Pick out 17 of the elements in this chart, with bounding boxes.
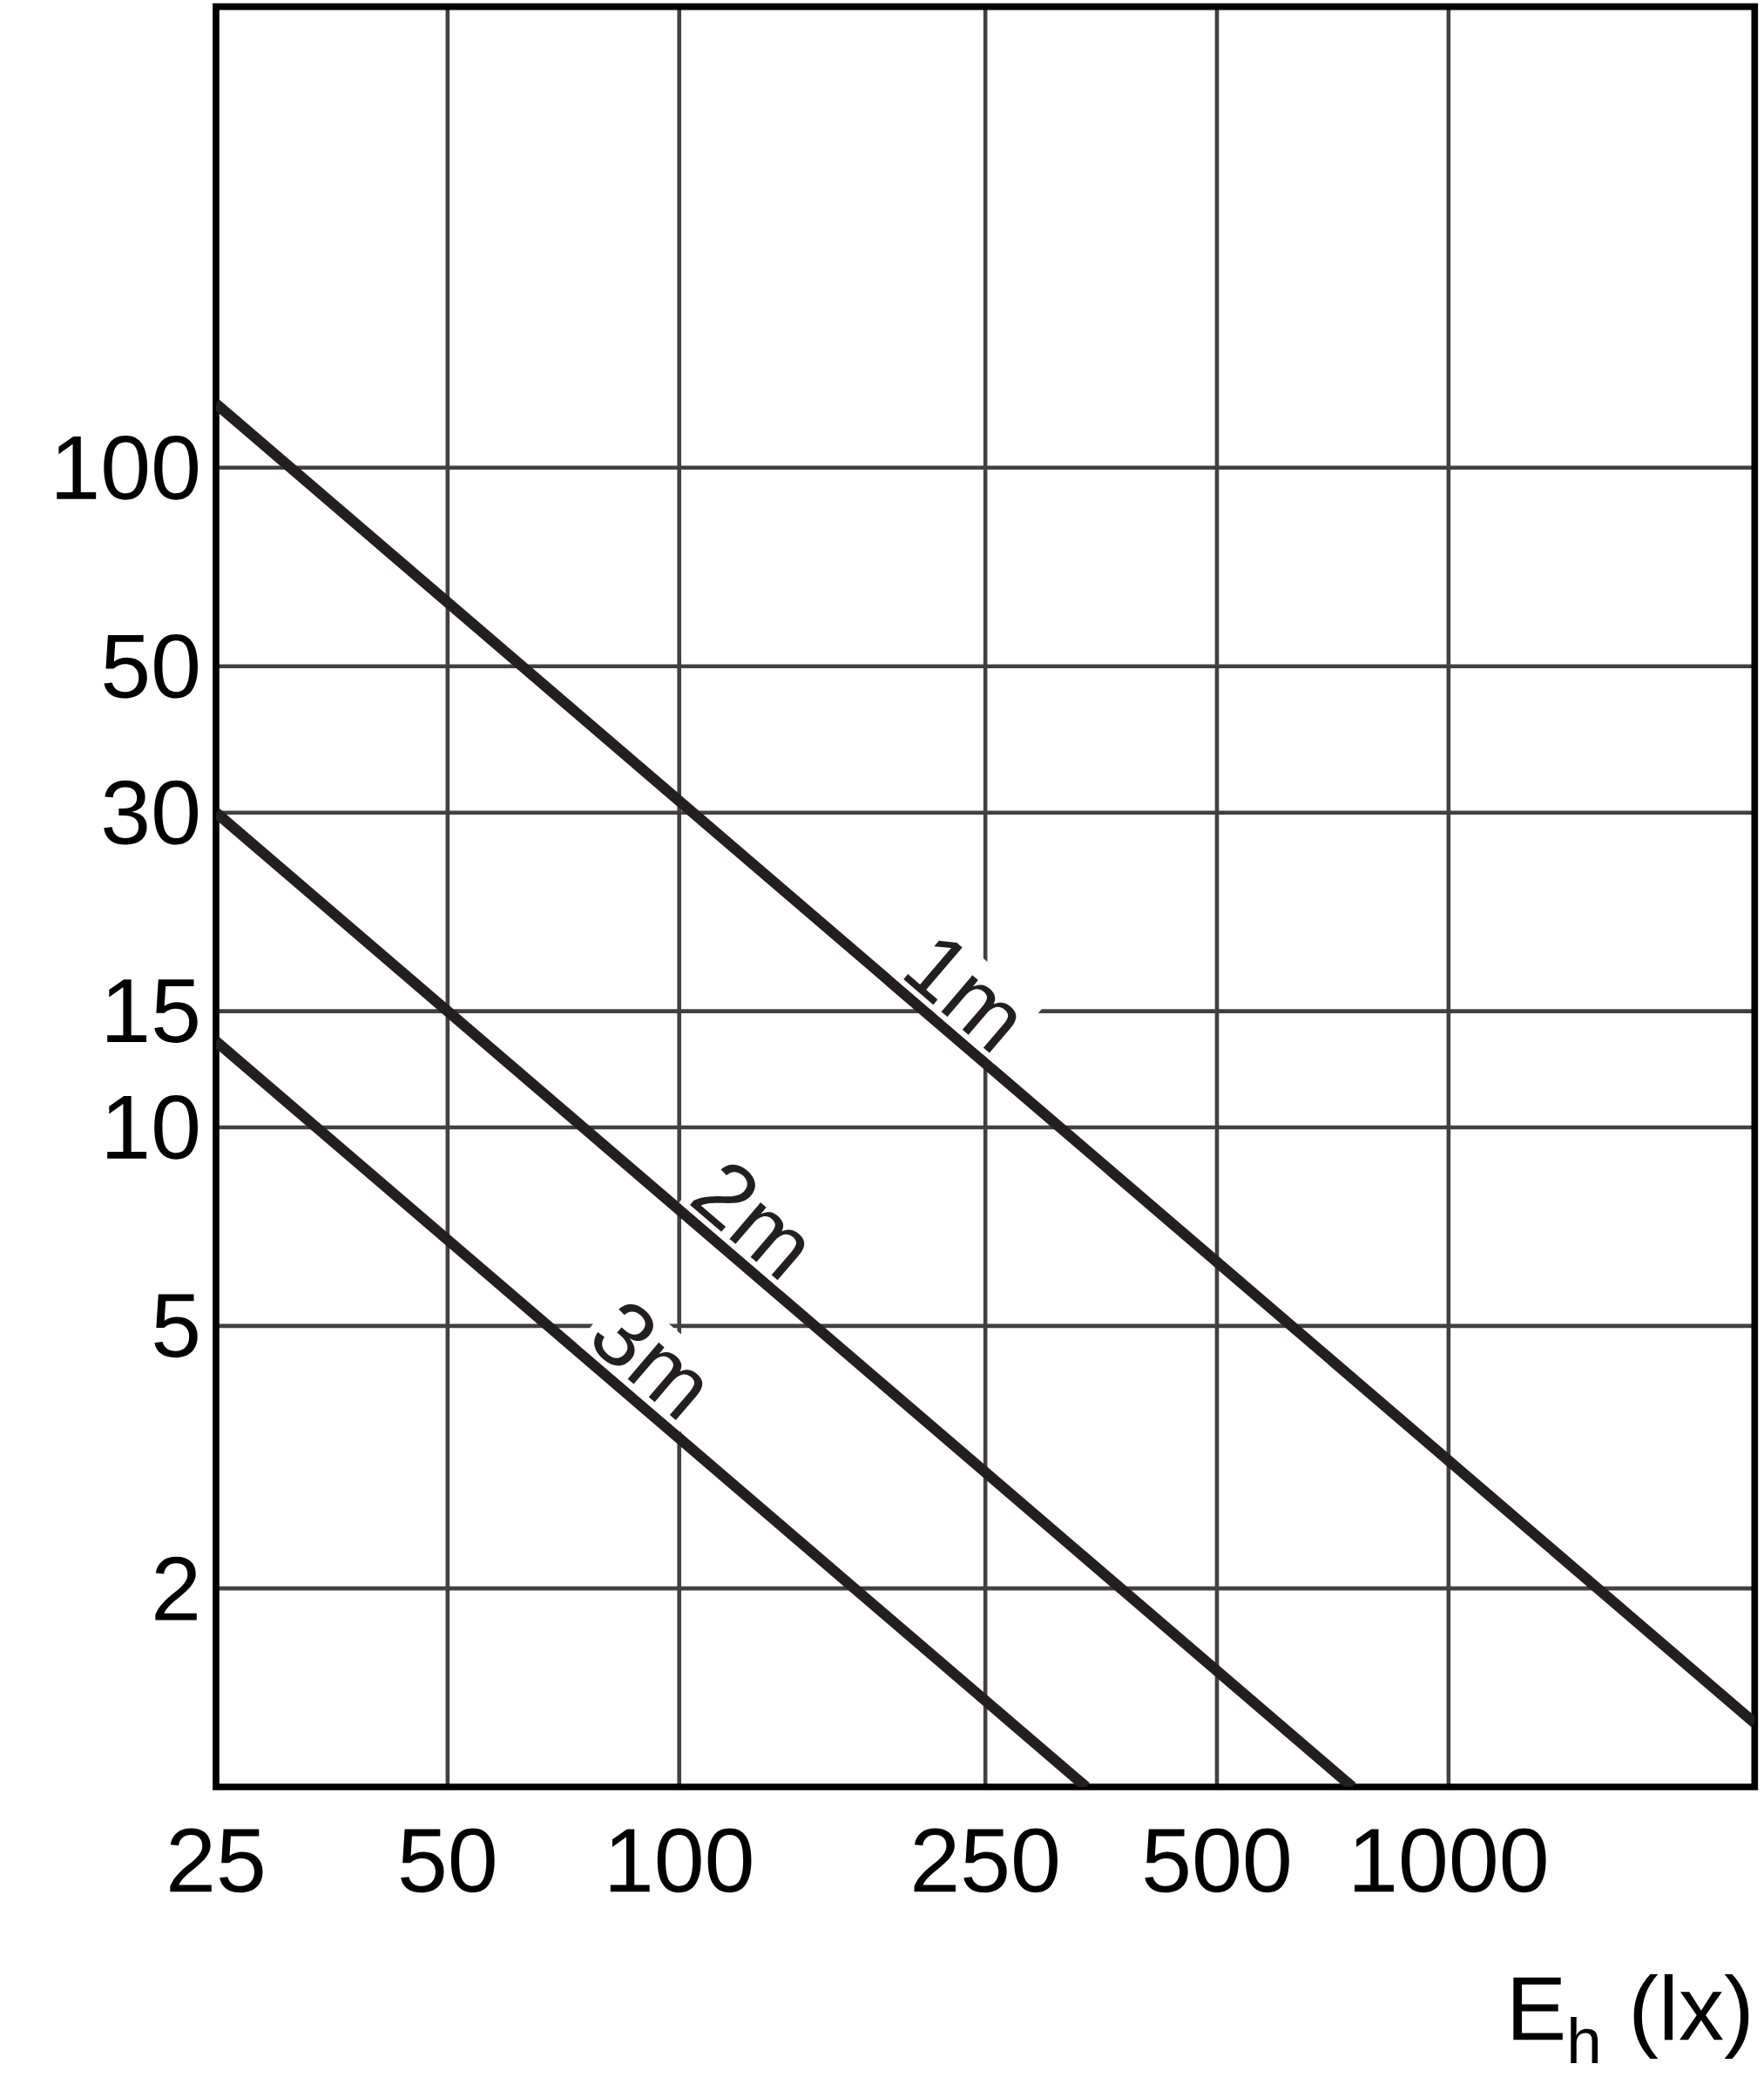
x-tick-label: 50 (401, 1828, 495, 1893)
x-tick-label: 100 (610, 1828, 752, 1893)
y-tick-label: 30 (104, 780, 198, 845)
x-axis-title: E$_{h}$ (lx) (1513, 1973, 1749, 2063)
text: 1m (903, 940, 1017, 1053)
x-tick-label: 1000 (1355, 1828, 1546, 1893)
text: 3m (594, 1304, 703, 1420)
y-tick-label: 50 (104, 633, 198, 699)
y-tick-label: 5 (154, 1294, 198, 1358)
y-tick-label: 10 (107, 1095, 198, 1160)
y-tick-label: 100 (57, 435, 198, 500)
x-tick-label: 500 (1145, 1828, 1289, 1893)
y-tick-label: 2 (155, 1556, 197, 1621)
x-tick-label: 250 (914, 1828, 1058, 1893)
x-tick-label: 25 (170, 1828, 263, 1893)
y-tick-label: 15 (107, 979, 198, 1043)
text: 2m (690, 1164, 805, 1281)
